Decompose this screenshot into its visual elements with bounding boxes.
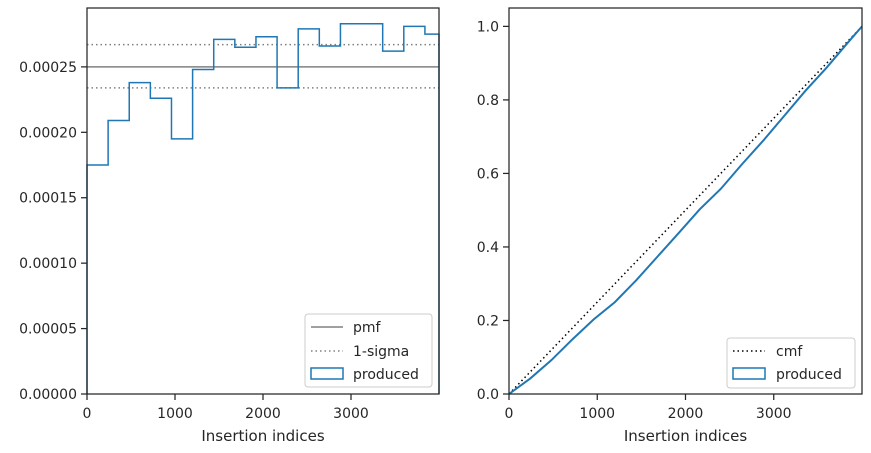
left-y-tick-label: 0.00025 [19, 60, 77, 76]
left-x-tick-label: 3000 [333, 406, 369, 422]
right-legend: cmf produced [726, 337, 856, 389]
right-y-tick-label: 0.8 [477, 93, 499, 109]
right-x-axis-label: Insertion indices [624, 427, 747, 445]
left-legend-produced-label: produced [353, 367, 419, 383]
right-x-tick-label: 2000 [668, 406, 704, 422]
right-ticks: 0 1000 2000 3000 0.0 0.2 0.4 0.6 0.8 1.0 [477, 19, 792, 422]
left-plot-area [86, 22, 440, 394]
chart-left: 0 1000 2000 3000 0.00000 0.00005 0.00010 0.0001… [19, 7, 440, 445]
left-legend-sigma-label: 1-sigma [353, 344, 409, 360]
right-x-tick-label: 3000 [756, 406, 792, 422]
left-y-tick-label: 0.00010 [19, 256, 77, 272]
left-y-tick-label: 0.00015 [19, 191, 77, 207]
right-plot-area [508, 25, 863, 395]
left-y-tick-label: 0.00020 [19, 125, 77, 141]
right-y-tick-label: 0.2 [477, 313, 499, 329]
right-legend-produced-handle [732, 367, 766, 380]
right-y-tick-label: 0.6 [477, 166, 499, 182]
right-x-tick-label: 1000 [579, 406, 615, 422]
left-y-tick-label: 0.00000 [19, 387, 77, 403]
right-x-tick-label: 0 [505, 406, 514, 422]
right-y-tick-label: 0.4 [477, 240, 499, 256]
left-x-tick-label: 0 [83, 406, 92, 422]
chart-right: 0 1000 2000 3000 0.0 0.2 0.4 0.6 0.8 1.0 Insertio… [477, 7, 863, 445]
left-legend-produced-handle [310, 367, 344, 380]
left-x-axis-label: Insertion indices [201, 427, 324, 445]
right-legend-box [726, 337, 856, 389]
left-axes-frame [86, 7, 440, 395]
right-legend-cmf-label: cmf [776, 344, 803, 360]
left-y-tick-label: 0.00005 [19, 322, 77, 338]
left-x-tick-label: 2000 [245, 406, 281, 422]
right-y-tick-label: 0.0 [477, 387, 499, 403]
left-legend-pmf-label: pmf [353, 320, 382, 336]
left-x-tick-label: 1000 [157, 406, 193, 422]
right-legend-produced-label: produced [776, 367, 842, 383]
left-ticks: 0 1000 2000 3000 0.00000 0.00005 0.00010 0.0001… [19, 60, 369, 422]
right-y-tick-label: 1.0 [477, 19, 499, 35]
right-axes-frame [508, 7, 863, 395]
produced-histogram [86, 22, 440, 394]
left-legend: pmf 1-sigma produced [304, 313, 433, 388]
produced-cumulative-line [508, 25, 863, 395]
